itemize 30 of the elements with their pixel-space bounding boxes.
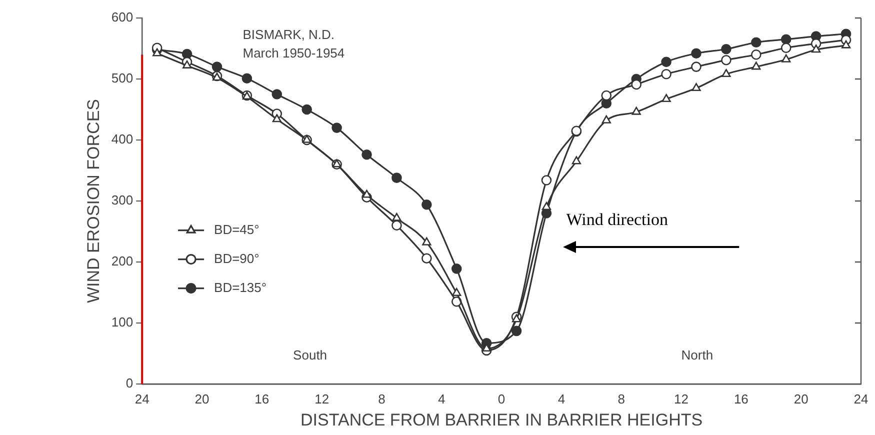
x-tick-label: 24	[854, 391, 868, 406]
x-tick-label: 12	[314, 391, 330, 406]
x-tick-label: 24	[134, 391, 150, 406]
x-tick-label: 0	[498, 391, 506, 406]
y-tick-label: 500	[111, 70, 134, 86]
y-tick-label: 100	[111, 314, 134, 330]
y-tick-label: 300	[111, 192, 134, 208]
annotation: BISMARK, N.D.	[242, 27, 334, 42]
y-tick-label: 0	[126, 376, 134, 391]
y-tick-label: 600	[111, 10, 134, 25]
x-tick-label: 8	[378, 391, 386, 406]
x-tick-label: 20	[794, 391, 808, 406]
x-tick-label: 16	[254, 391, 270, 406]
x-axis-title: DISTANCE FROM BARRIER IN BARRIER HEIGHTS	[300, 410, 703, 430]
legend-label: BD=90°	[214, 250, 260, 266]
y-tick-label: 200	[111, 254, 134, 269]
annotation: South	[293, 347, 328, 362]
x-tick-label: 4	[558, 391, 566, 406]
y-tick-label: 400	[111, 132, 134, 147]
annotation: North	[681, 347, 714, 362]
legend-label: BD=135°	[214, 280, 267, 295]
y-axis-title: WIND EROSION FORCES	[84, 98, 103, 304]
x-tick-label: 16	[734, 391, 748, 406]
annotation: Wind direction	[566, 210, 669, 229]
annotation: March 1950-1954	[242, 45, 345, 60]
x-tick-label: 12	[674, 391, 689, 406]
x-tick-label: 20	[194, 391, 210, 406]
legend-label: BD=45°	[214, 222, 260, 237]
x-tick-label: 4	[438, 391, 446, 406]
x-tick-label: 8	[618, 391, 625, 406]
